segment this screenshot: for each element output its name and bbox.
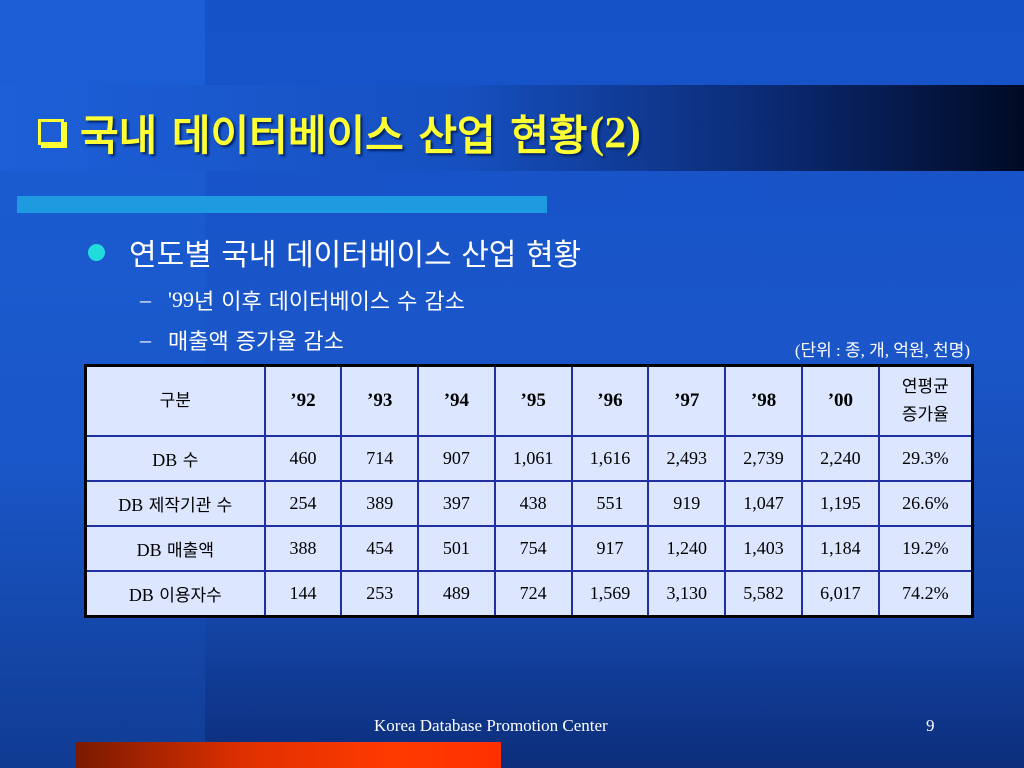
sub-bullet-1: – '99 년 이후 데이터베이스 수 감소 <box>140 284 465 316</box>
header-year: ’95 <box>493 364 573 437</box>
table-cell: 907 <box>417 435 496 482</box>
table-cell: 501 <box>417 525 496 572</box>
table-cell: 144 <box>263 570 343 618</box>
page-number: 9 <box>926 716 935 735</box>
database-industry-table: 구분 ’92 ’93 ’94 ’95 ’96 ’97 ’98 ’00 연평균 증… <box>84 364 974 618</box>
main-bullet-text: 연도별 국내 데이터베이스 산업 현황 <box>129 238 582 273</box>
title-number-text: (2) <box>589 107 641 157</box>
table-cell: 2,240 <box>800 435 880 482</box>
table-cell: 254 <box>263 480 343 527</box>
table-cell: 3,130 <box>647 570 727 618</box>
table-cell: 388 <box>263 525 343 572</box>
main-bullet: 연도별 국내 데이터베이스 산업 현황 <box>88 232 582 273</box>
dash-bullet-icon: – <box>140 287 151 312</box>
growth-cell: 74.2% <box>877 570 974 618</box>
row-label: DB 제작기관 수 <box>84 480 266 527</box>
table-row: DB 매출액 388 454 501 754 917 1,240 1,403 1,184 19.2… <box>84 525 974 572</box>
header-year: ’00 <box>800 364 880 437</box>
table-cell: 5,582 <box>724 570 803 618</box>
header-year: ’97 <box>647 364 727 437</box>
sub-bullet-1-text: 년 이후 데이터베이스 수 감소 <box>193 290 465 315</box>
table-row: DB 이용자수 144 253 489 724 1,569 3,130 5,582 6,017 7… <box>84 570 974 618</box>
table-cell: 438 <box>493 480 573 527</box>
table-cell: 454 <box>340 525 420 572</box>
table-cell: 917 <box>570 525 650 572</box>
table-cell: 714 <box>340 435 420 482</box>
row-label-prefix: DB <box>118 495 144 515</box>
row-label: DB 매출액 <box>84 525 266 572</box>
row-label-prefix: DB <box>136 540 162 560</box>
table-cell: 919 <box>647 480 727 527</box>
growth-cell: 29.3% <box>877 435 974 482</box>
footer-organization: Korea Database Promotion Center <box>374 716 608 735</box>
table-cell: 1,403 <box>724 525 803 572</box>
sub-bullet-2: – 매출액 증가율 감소 <box>140 324 344 356</box>
table-cell: 551 <box>570 480 650 527</box>
row-label-text: 제작기관 수 <box>148 496 233 516</box>
table-cell: 6,017 <box>800 570 880 618</box>
table-cell: 1,616 <box>570 435 650 482</box>
dash-bullet-icon: – <box>140 327 151 352</box>
table-cell: 754 <box>493 525 573 572</box>
table-row: DB 수 460 714 907 1,061 1,616 2,493 2,739 2,240 29… <box>84 435 974 482</box>
row-label-prefix: DB <box>128 585 154 605</box>
header-year: ’94 <box>417 364 496 437</box>
sub-bullet-2-text: 매출액 증가율 감소 <box>168 330 344 355</box>
table-cell: 1,061 <box>493 435 573 482</box>
table-cell: 489 <box>417 570 496 618</box>
table-cell: 1,240 <box>647 525 727 572</box>
table-header-row: 구분 ’92 ’93 ’94 ’95 ’96 ’97 ’98 ’00 연평균 증… <box>84 364 974 437</box>
header-year: ’98 <box>724 364 803 437</box>
table-cell: 724 <box>493 570 573 618</box>
table-cell: 2,739 <box>724 435 803 482</box>
row-label: DB 이용자수 <box>84 570 266 618</box>
title-background-bar <box>0 85 1024 171</box>
row-label-text: 매출액 <box>167 541 214 561</box>
row-label-prefix: DB <box>152 450 178 470</box>
table-cell: 389 <box>340 480 420 527</box>
growth-cell: 19.2% <box>877 525 974 572</box>
footer-accent-bar <box>76 742 501 768</box>
unit-note: (단위 : 종, 개, 억원, 천명) <box>794 341 970 360</box>
table-cell: 2,493 <box>647 435 727 482</box>
row-label-text: 수 <box>182 451 199 471</box>
header-growth-line1: 연평균 <box>901 377 949 397</box>
header-growth-line2: 증가율 <box>901 405 949 425</box>
accent-bar <box>17 196 547 213</box>
header-year: ’93 <box>340 364 420 437</box>
row-label-text: 이용자수 <box>159 586 222 606</box>
header-growth: 연평균 증가율 <box>877 364 974 437</box>
row-label: DB 수 <box>84 435 266 482</box>
header-year: ’92 <box>263 364 343 437</box>
growth-cell: 26.6% <box>877 480 974 527</box>
table-cell: 1,047 <box>724 480 803 527</box>
slide-title: 국내 데이터베이스 산업 현황 (2) <box>38 100 641 164</box>
sub-bullet-1-year: '99 <box>168 287 194 312</box>
table-cell: 1,184 <box>800 525 880 572</box>
header-year: ’96 <box>570 364 650 437</box>
table-cell: 460 <box>263 435 343 482</box>
header-category: 구분 <box>84 364 266 437</box>
title-korean-text: 국내 데이터베이스 산업 현황 <box>80 110 588 160</box>
circle-bullet-icon <box>88 243 105 261</box>
table-row: DB 제작기관 수 254 389 397 438 551 919 1,047 1,195 26.… <box>84 480 974 527</box>
table-cell: 397 <box>417 480 496 527</box>
table-cell: 1,569 <box>570 570 650 618</box>
checkbox-bullet-icon <box>38 119 64 145</box>
table-cell: 1,195 <box>800 480 880 527</box>
table-cell: 253 <box>340 570 420 618</box>
